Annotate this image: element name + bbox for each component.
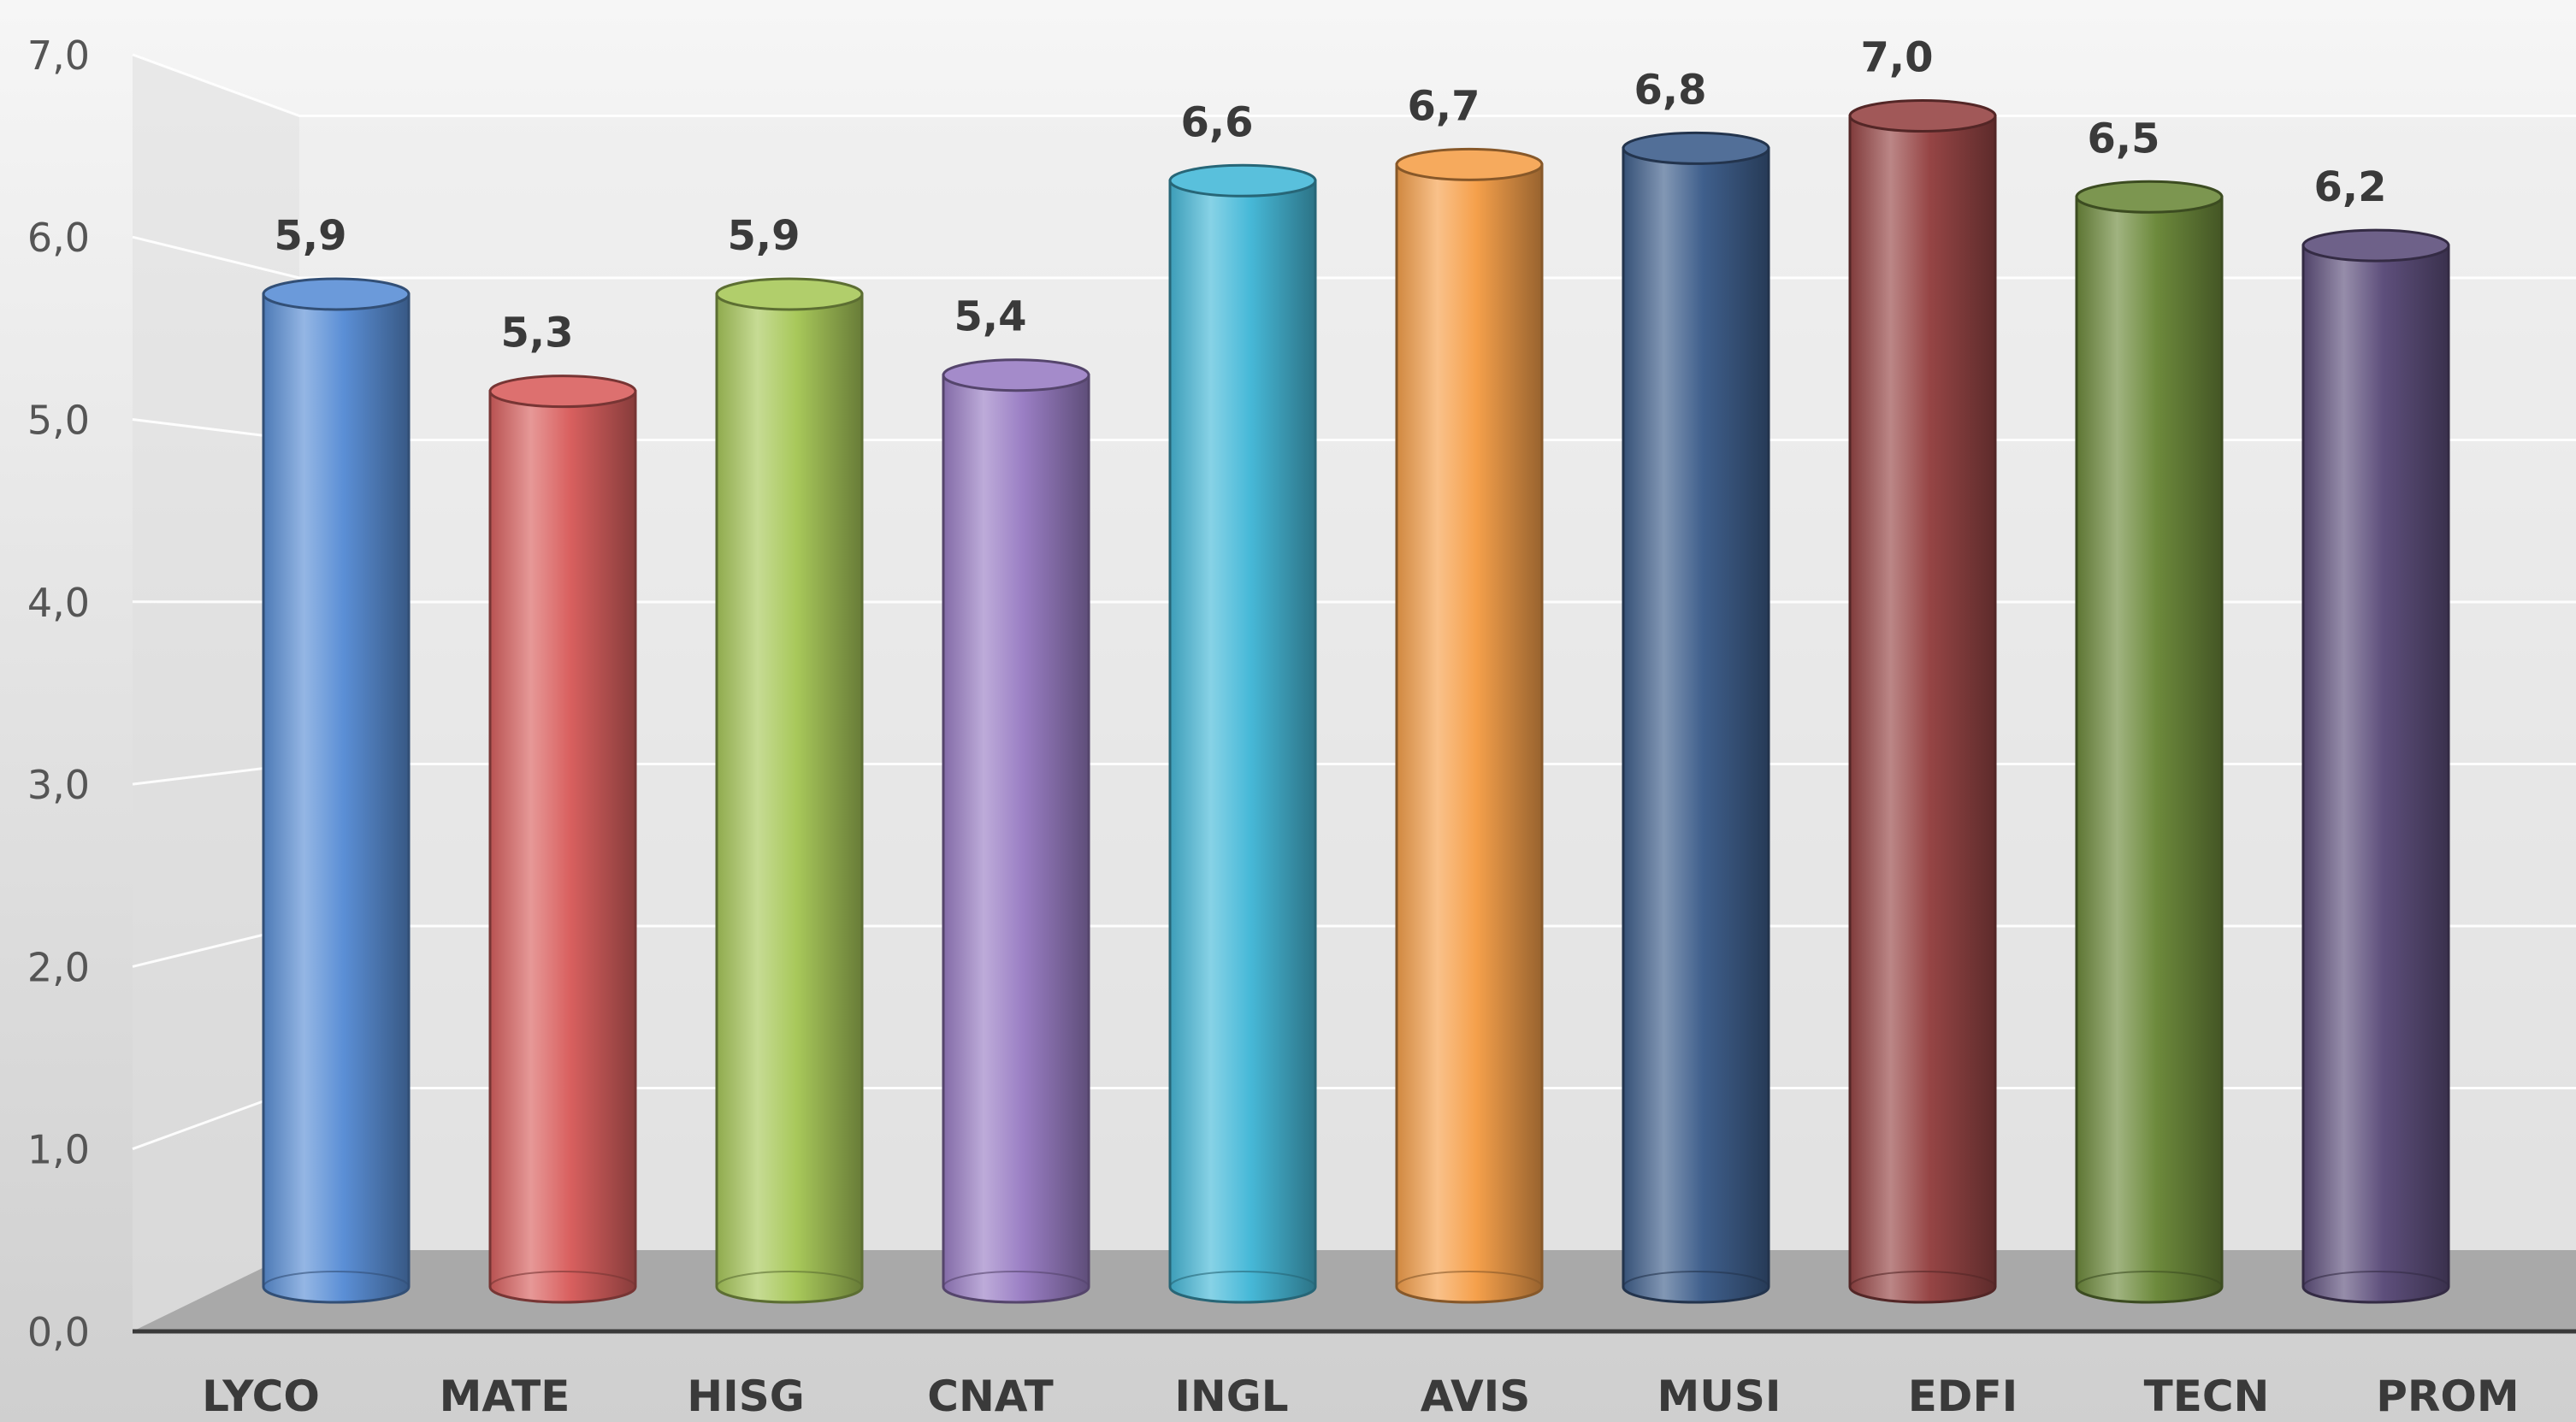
bar-base-edge [716,1271,863,1288]
bar-base-edge [942,1271,1090,1288]
category-label: AVIS [1421,1372,1531,1421]
y-axis-ticks: 0,0 1,0 2,0 3,0 4,0 5,0 6,0 7,0 [27,32,90,1355]
gridline [132,53,2576,117]
bar-prom: 6,2 [2301,163,2450,1304]
bar-base-edge [2076,1271,2223,1288]
value-label: 6,8 [1634,66,1706,114]
category-label: PROM [2376,1372,2519,1421]
bar-body [262,292,411,1304]
category-label: MUSI [1657,1372,1781,1421]
bar-cnat: 5,4 [942,293,1090,1304]
value-label: 5,3 [500,310,573,357]
value-label: 6,5 [2087,115,2159,162]
gridline [132,235,2576,280]
value-label: 5,4 [954,293,1026,341]
category-label: MATE [440,1372,570,1421]
bar-base-edge [263,1271,410,1288]
bar-body [1395,162,1544,1304]
category-label: EDFI [1908,1372,2018,1421]
bar-top [2075,180,2224,214]
bar-top [715,277,864,311]
bar-hisg: 5,9 [715,212,864,1304]
bar-musi: 6,8 [1622,66,1770,1304]
side-wall [133,54,299,1331]
bar-edfi: 7,0 [1848,34,1997,1304]
bars: 5,9 5,3 5,9 5,4 6,6 6,7 6,8 7,0 6,5 6,2 [262,34,2450,1304]
bar-base-edge [2302,1271,2449,1288]
category-label: HISG [687,1372,805,1421]
bar-body [2301,244,2450,1304]
bar-body [1622,146,1770,1304]
y-tick-label: 0,0 [27,1309,90,1355]
bar-body [488,390,637,1304]
y-tick-label: 4,0 [27,580,90,626]
bar-top [1848,99,1997,133]
bar-base-edge [489,1271,636,1288]
category-label: TECN [2144,1372,2270,1421]
value-label: 7,0 [1860,34,1933,82]
bar-top [262,277,411,311]
bar-top [942,358,1090,392]
y-tick-label: 1,0 [27,1127,90,1173]
category-label: LYCO [202,1372,320,1421]
bar-base-edge [1622,1271,1770,1288]
bar-avis: 6,7 [1395,82,1544,1304]
bar-top [2301,228,2450,263]
y-tick-label: 2,0 [27,944,90,990]
bar-top [1168,163,1317,198]
bar-top [1622,131,1770,165]
bar-tecn: 6,5 [2075,115,2224,1304]
value-label: 6,6 [1180,98,1253,146]
bar-body [2075,195,2224,1304]
bar-base-edge [1396,1271,1543,1288]
bar-body [715,292,864,1304]
bar-base-edge [1849,1271,1996,1288]
bar-ingl: 6,6 [1168,98,1317,1304]
bar-top [488,375,637,409]
y-tick-label: 5,0 [27,398,90,444]
category-label: INGL [1174,1372,1288,1421]
y-tick-label: 6,0 [27,215,90,261]
y-tick-label: 3,0 [27,762,90,808]
bar-mate: 5,3 [488,310,637,1304]
bar-body [942,374,1090,1304]
value-label: 6,7 [1407,82,1480,130]
bar-top [1395,147,1544,181]
bar-base-edge [1169,1271,1316,1288]
x-axis-categories: LYCO MATE HISG CNAT INGL AVIS MUSI EDFI TECN PROM [202,1372,2520,1421]
value-label: 5,9 [727,212,800,260]
bar-body [1848,115,1997,1304]
category-label: CNAT [927,1372,1053,1421]
y-tick-label: 7,0 [27,32,90,79]
bar-lyco: 5,9 [262,212,411,1304]
value-label: 5,9 [274,212,346,260]
bar-body [1168,179,1317,1304]
value-label: 6,2 [2313,163,2386,211]
